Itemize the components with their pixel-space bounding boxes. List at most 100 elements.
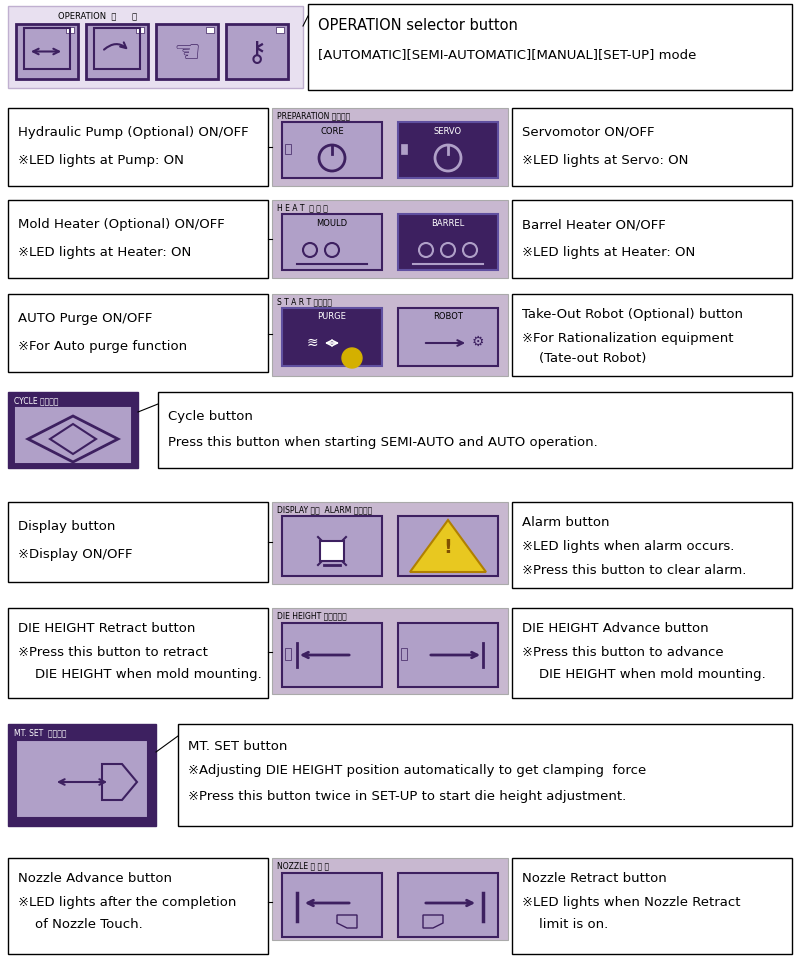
Text: ※Adjusting DIE HEIGHT position automatically to get clamping  force: ※Adjusting DIE HEIGHT position automatic…: [188, 764, 646, 777]
FancyBboxPatch shape: [16, 24, 78, 79]
Text: ※Display ON/OFF: ※Display ON/OFF: [18, 548, 133, 561]
FancyBboxPatch shape: [226, 24, 288, 79]
Polygon shape: [423, 915, 443, 928]
Text: ≋: ≋: [306, 336, 318, 350]
FancyBboxPatch shape: [282, 122, 382, 178]
FancyBboxPatch shape: [398, 214, 498, 270]
Text: ※LED lights when alarm occurs.: ※LED lights when alarm occurs.: [522, 540, 734, 553]
FancyBboxPatch shape: [272, 608, 508, 694]
Polygon shape: [337, 915, 357, 928]
FancyBboxPatch shape: [8, 294, 268, 372]
Text: (Tate-out Robot): (Tate-out Robot): [522, 352, 646, 365]
FancyBboxPatch shape: [156, 24, 218, 79]
Text: ※Press this button to retract: ※Press this button to retract: [18, 646, 208, 659]
FancyBboxPatch shape: [16, 408, 130, 462]
Text: CYCLE サイクル: CYCLE サイクル: [14, 396, 58, 405]
Text: ※LED lights at Pump: ON: ※LED lights at Pump: ON: [18, 154, 184, 167]
FancyBboxPatch shape: [206, 27, 214, 33]
Text: Barrel Heater ON/OFF: Barrel Heater ON/OFF: [522, 218, 666, 231]
Text: DIE HEIGHT ダイハイト: DIE HEIGHT ダイハイト: [277, 611, 346, 620]
Text: Hydraulic Pump (Optional) ON/OFF: Hydraulic Pump (Optional) ON/OFF: [18, 126, 249, 139]
FancyBboxPatch shape: [512, 502, 792, 588]
Text: SERVO: SERVO: [434, 127, 462, 136]
FancyBboxPatch shape: [86, 24, 148, 79]
Text: DIE HEIGHT when mold mounting.: DIE HEIGHT when mold mounting.: [522, 668, 766, 681]
FancyBboxPatch shape: [512, 858, 792, 954]
FancyBboxPatch shape: [178, 724, 792, 826]
Text: limit is on.: limit is on.: [522, 918, 608, 931]
Text: Display button: Display button: [18, 520, 115, 533]
Text: DIE HEIGHT Retract button: DIE HEIGHT Retract button: [18, 622, 195, 635]
FancyBboxPatch shape: [282, 623, 382, 687]
FancyBboxPatch shape: [8, 608, 268, 698]
FancyBboxPatch shape: [512, 200, 792, 278]
Text: ※LED lights at Heater: ON: ※LED lights at Heater: ON: [18, 246, 191, 259]
Text: ※LED lights at Servo: ON: ※LED lights at Servo: ON: [522, 154, 688, 167]
FancyBboxPatch shape: [512, 608, 792, 698]
Text: ※Press this button twice in SET-UP to start die height adjustment.: ※Press this button twice in SET-UP to st…: [188, 790, 626, 803]
Text: H E A T  ヒ ー タ: H E A T ヒ ー タ: [277, 203, 328, 212]
FancyBboxPatch shape: [512, 108, 792, 186]
Text: DISPLAY 表示  ALARM アラーム: DISPLAY 表示 ALARM アラーム: [277, 505, 372, 514]
FancyBboxPatch shape: [272, 502, 508, 584]
FancyBboxPatch shape: [282, 214, 382, 270]
FancyBboxPatch shape: [398, 873, 498, 937]
Text: Cycle button: Cycle button: [168, 410, 253, 423]
FancyBboxPatch shape: [401, 648, 407, 660]
FancyBboxPatch shape: [8, 392, 138, 468]
Circle shape: [342, 348, 362, 368]
Polygon shape: [410, 520, 486, 572]
FancyBboxPatch shape: [276, 27, 284, 33]
FancyBboxPatch shape: [512, 294, 792, 376]
FancyBboxPatch shape: [398, 122, 498, 178]
Text: OPERATION  運      転: OPERATION 運 転: [58, 11, 137, 20]
FancyBboxPatch shape: [285, 648, 291, 660]
FancyBboxPatch shape: [66, 27, 74, 33]
Text: ※For Rationalization equipment: ※For Rationalization equipment: [522, 332, 734, 345]
Text: PREPARATION 運転準備: PREPARATION 運転準備: [277, 111, 350, 120]
Text: Nozzle Retract button: Nozzle Retract button: [522, 872, 666, 885]
Text: DIE HEIGHT Advance button: DIE HEIGHT Advance button: [522, 622, 709, 635]
FancyBboxPatch shape: [8, 200, 268, 278]
FancyBboxPatch shape: [272, 200, 508, 278]
FancyBboxPatch shape: [282, 308, 382, 366]
Text: MT. SET button: MT. SET button: [188, 740, 287, 753]
FancyBboxPatch shape: [401, 144, 407, 154]
FancyBboxPatch shape: [282, 516, 382, 576]
Text: MT. SET  型厚調整: MT. SET 型厚調整: [14, 728, 66, 737]
Text: DIE HEIGHT when mold mounting.: DIE HEIGHT when mold mounting.: [18, 668, 262, 681]
Text: BARREL: BARREL: [431, 219, 465, 228]
Text: [AUTOMATIC][SEMI-AUTOMATIC][MANUAL][SET-UP] mode: [AUTOMATIC][SEMI-AUTOMATIC][MANUAL][SET-…: [318, 48, 696, 61]
Text: ※Press this button to clear alarm.: ※Press this button to clear alarm.: [522, 564, 746, 577]
Text: ※LED lights when Nozzle Retract: ※LED lights when Nozzle Retract: [522, 896, 741, 909]
Text: !: !: [443, 538, 453, 557]
FancyBboxPatch shape: [272, 294, 508, 376]
Text: Alarm button: Alarm button: [522, 516, 610, 529]
Text: NOZZLE ノ ズ ル: NOZZLE ノ ズ ル: [277, 861, 329, 870]
Text: S T A R T スタート: S T A R T スタート: [277, 297, 332, 306]
Text: ☜: ☜: [174, 39, 201, 68]
Text: of Nozzle Touch.: of Nozzle Touch.: [18, 918, 142, 931]
FancyBboxPatch shape: [8, 724, 156, 826]
FancyBboxPatch shape: [8, 502, 268, 582]
Text: ⚷: ⚷: [247, 40, 267, 67]
Text: MOULD: MOULD: [317, 219, 347, 228]
Text: ⚙: ⚙: [472, 335, 484, 349]
FancyBboxPatch shape: [158, 392, 792, 468]
FancyBboxPatch shape: [285, 144, 291, 154]
FancyBboxPatch shape: [8, 108, 268, 186]
Text: PURGE: PURGE: [318, 312, 346, 321]
FancyBboxPatch shape: [320, 541, 344, 561]
Text: ROBOT: ROBOT: [433, 312, 463, 321]
FancyBboxPatch shape: [308, 4, 792, 90]
Text: Take-Out Robot (Optional) button: Take-Out Robot (Optional) button: [522, 308, 743, 321]
FancyBboxPatch shape: [398, 623, 498, 687]
Text: Mold Heater (Optional) ON/OFF: Mold Heater (Optional) ON/OFF: [18, 218, 225, 231]
Text: Press this button when starting SEMI-AUTO and AUTO operation.: Press this button when starting SEMI-AUT…: [168, 436, 598, 449]
FancyBboxPatch shape: [136, 27, 144, 33]
Text: CORE: CORE: [320, 127, 344, 136]
FancyBboxPatch shape: [398, 308, 498, 366]
FancyBboxPatch shape: [8, 858, 268, 954]
Text: ※LED lights after the completion: ※LED lights after the completion: [18, 896, 236, 909]
FancyBboxPatch shape: [272, 108, 508, 186]
